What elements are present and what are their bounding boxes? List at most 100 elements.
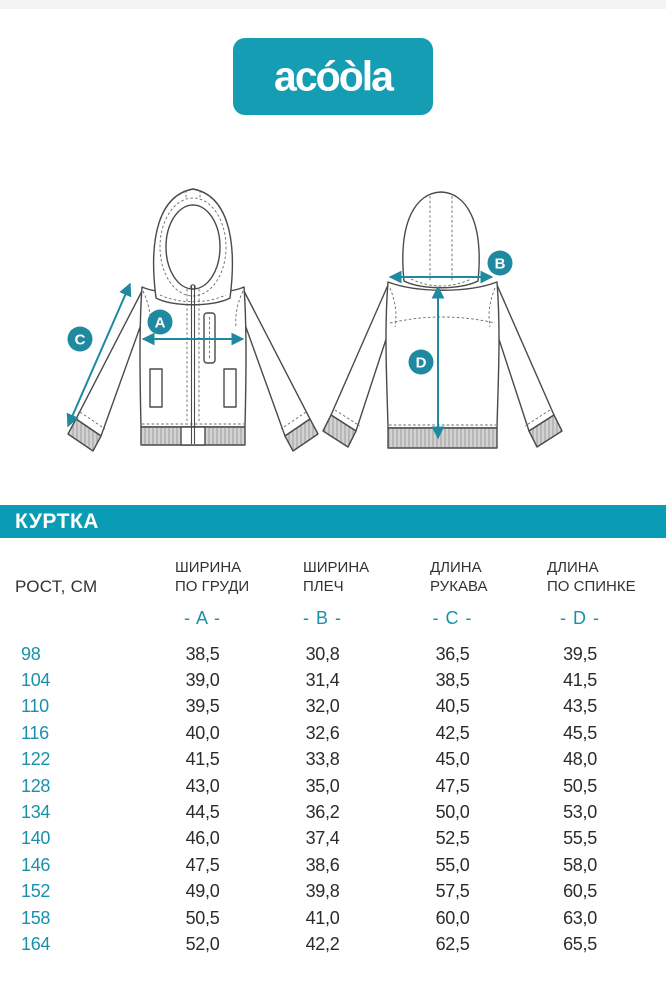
- section-title-bar: КУРТКА: [0, 505, 666, 538]
- table-row: 110 39,5 32,0 40,5 43,5: [0, 694, 666, 720]
- row-value: 63,0: [563, 907, 597, 928]
- front-side-pocket-left: [149, 368, 163, 408]
- table-row: 140 46,0 37,4 52,5 55,5: [0, 826, 666, 852]
- row-size: 140: [21, 828, 51, 849]
- table-row: 98 38,5 30,8 36,5 39,5: [0, 641, 666, 667]
- back-hem-band: [387, 427, 498, 449]
- acoola-logo: acóòla: [233, 38, 433, 115]
- col-letter-empty: [0, 608, 150, 629]
- row-value: 42,5: [435, 722, 470, 743]
- row-value: 43,0: [185, 775, 220, 796]
- svg-text:B: B: [495, 256, 506, 273]
- table-row: 134 44,5 36,2 50,0 53,0: [0, 799, 666, 825]
- row-value: 55,0: [435, 854, 470, 875]
- row-value: 32,0: [305, 696, 340, 717]
- back-cuff-left: [322, 414, 357, 448]
- row-value: 39,0: [185, 670, 220, 691]
- row-value: 50,5: [563, 775, 597, 796]
- row-size: 152: [21, 881, 51, 902]
- size-table-letter-row: - A - - B - - C - - D -: [0, 608, 666, 629]
- col-title-line: ПО ГРУДИ: [175, 578, 250, 595]
- front-hood: [152, 188, 234, 306]
- col-title-line: ШИРИНА: [175, 559, 242, 576]
- measure-label-d: D: [408, 349, 434, 375]
- table-row: 122 41,5 33,8 45,0 48,0: [0, 747, 666, 773]
- row-value: 38,5: [185, 643, 220, 664]
- row-value: 46,0: [185, 828, 220, 849]
- jacket-measurement-diagram: A C: [66, 188, 563, 452]
- col-header-chest-width: ШИРИНА ПО ГРУДИ: [150, 558, 255, 596]
- col-letter-b: - B -: [303, 608, 342, 628]
- row-value: 39,5: [563, 643, 597, 664]
- row-value: 45,5: [563, 722, 597, 743]
- row-value: 30,8: [305, 643, 340, 664]
- row-size: 146: [21, 854, 51, 875]
- col-title-line: РУКАВА: [430, 578, 488, 595]
- row-value: 45,0: [435, 749, 470, 770]
- top-strip: [0, 0, 666, 9]
- col-letter-d: - D -: [560, 608, 600, 628]
- row-value: 33,8: [305, 749, 340, 770]
- front-zipper: [186, 284, 200, 444]
- row-value: 57,5: [435, 881, 470, 902]
- svg-text:A: A: [155, 315, 166, 332]
- col-letter-c: - C -: [432, 608, 473, 628]
- jacket-back-view: B D: [322, 191, 563, 449]
- row-value: 58,0: [563, 854, 597, 875]
- measure-arrow-c: [66, 282, 132, 428]
- row-value: 39,8: [305, 881, 340, 902]
- table-row: 128 43,0 35,0 47,5 50,5: [0, 773, 666, 799]
- table-row: 146 47,5 38,6 55,0 58,0: [0, 852, 666, 878]
- section-title: КУРТКА: [15, 509, 99, 533]
- row-value: 41,0: [305, 907, 340, 928]
- size-table-body: 98 38,5 30,8 36,5 39,5 104 39,0 31,4 38,…: [0, 641, 666, 958]
- row-size: 134: [21, 802, 51, 823]
- row-value: 50,0: [435, 802, 470, 823]
- row-size: 158: [21, 907, 51, 928]
- svg-text:D: D: [416, 355, 427, 372]
- measure-label-b: B: [487, 250, 513, 276]
- row-value: 47,5: [435, 775, 470, 796]
- col-title-line: ДЛИНА: [547, 559, 599, 576]
- row-value: 55,5: [563, 828, 597, 849]
- row-value: 40,0: [185, 722, 220, 743]
- back-cuff-right: [528, 414, 563, 448]
- acoola-logo-text: acóòla: [274, 52, 394, 100]
- col-header-shoulder-width: ШИРИНА ПЛЕЧ: [255, 558, 390, 596]
- row-size: 116: [21, 722, 49, 743]
- row-value: 36,5: [435, 643, 470, 664]
- front-cuff-right: [284, 418, 319, 452]
- row-value: 32,6: [305, 722, 340, 743]
- row-value: 52,0: [185, 933, 220, 954]
- row-value: 42,2: [305, 933, 340, 954]
- row-size: 104: [21, 670, 51, 691]
- row-value: 37,4: [305, 828, 340, 849]
- row-value: 65,5: [563, 933, 597, 954]
- table-row: 158 50,5 41,0 60,0 63,0: [0, 905, 666, 931]
- row-value: 38,5: [435, 670, 470, 691]
- col-letter-a: - A -: [183, 608, 221, 628]
- row-value: 50,5: [185, 907, 220, 928]
- row-value: 47,5: [185, 854, 220, 875]
- size-table: РОСТ, СМ ШИРИНА ПО ГРУДИ ШИРИНА ПЛЕЧ ДЛИ…: [0, 552, 666, 958]
- row-value: 43,5: [563, 696, 597, 717]
- row-value: 60,5: [563, 881, 597, 902]
- front-hem-center: [180, 426, 206, 446]
- row-value: 38,6: [305, 854, 340, 875]
- row-value: 39,5: [185, 696, 220, 717]
- row-size: 164: [21, 933, 51, 954]
- row-size: 128: [21, 775, 51, 796]
- row-value: 40,5: [435, 696, 470, 717]
- row-value: 48,0: [563, 749, 597, 770]
- row-value: 44,5: [185, 802, 220, 823]
- row-value: 41,5: [563, 670, 597, 691]
- col-header-back-length: ДЛИНА ПО СПИНКЕ: [515, 558, 645, 596]
- row-value: 49,0: [185, 881, 220, 902]
- row-value: 60,0: [435, 907, 470, 928]
- table-row: 164 52,0 42,2 62,5 65,5: [0, 931, 666, 957]
- col-title-line: ДЛИНА: [430, 559, 482, 576]
- back-body: [385, 281, 500, 429]
- back-hood: [402, 191, 480, 289]
- size-table-header: РОСТ, СМ ШИРИНА ПО ГРУДИ ШИРИНА ПЛЕЧ ДЛИ…: [0, 552, 666, 596]
